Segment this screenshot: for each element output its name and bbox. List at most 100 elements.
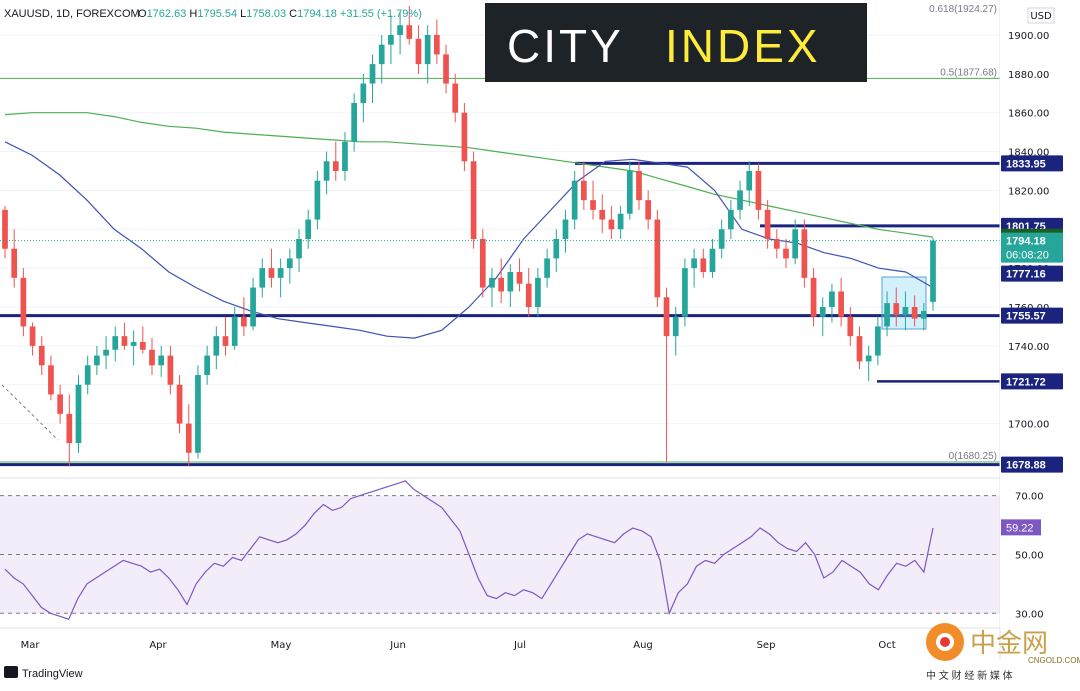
candle-body xyxy=(525,283,532,308)
cngold-url: CNGOLD.COM xyxy=(1028,656,1080,665)
moving-average-green xyxy=(4,112,934,238)
rsi-last-value: 59.22 xyxy=(1001,519,1041,536)
y-tick-label: 1740.00 xyxy=(1008,342,1049,353)
candle-body xyxy=(902,307,909,315)
candle xyxy=(11,229,18,288)
candle-body xyxy=(277,268,284,278)
month-label: Aug xyxy=(633,640,653,651)
candle-body xyxy=(645,200,652,220)
candle-body xyxy=(195,375,201,453)
candle-body xyxy=(103,349,109,356)
cngold-title: 中金网 xyxy=(970,629,1048,659)
candle-body xyxy=(489,277,495,288)
candle xyxy=(388,15,394,65)
candle xyxy=(470,151,477,249)
candle-body xyxy=(149,349,155,366)
candle-body xyxy=(691,258,697,269)
candle xyxy=(902,291,909,331)
month-label: May xyxy=(271,640,292,651)
candle xyxy=(195,365,201,459)
candle-body xyxy=(342,141,348,171)
candle-body xyxy=(241,316,247,327)
candle-body xyxy=(415,38,422,65)
candle-body xyxy=(654,219,661,298)
ohlc-l-value: 1758.03 xyxy=(246,8,289,20)
candle-body xyxy=(672,316,679,337)
candle xyxy=(415,25,422,74)
ohlc-h-label: H xyxy=(189,8,197,20)
candle-body xyxy=(773,239,780,249)
candle-body xyxy=(360,83,367,103)
candles xyxy=(2,5,936,467)
candle-body xyxy=(29,326,36,346)
candle-body xyxy=(286,258,293,269)
candle xyxy=(663,287,670,463)
candle-body xyxy=(801,229,808,278)
candle-body xyxy=(378,44,385,65)
candle xyxy=(709,239,716,278)
candle xyxy=(29,322,36,356)
candle-body xyxy=(369,64,376,84)
candle-body xyxy=(470,161,477,239)
candle xyxy=(241,297,247,337)
candle xyxy=(581,161,587,210)
candle xyxy=(783,239,789,269)
candle xyxy=(378,34,385,84)
rsi-last-text: 59.22 xyxy=(1006,522,1034,534)
candle xyxy=(700,248,707,278)
candle-body xyxy=(792,229,799,259)
candle xyxy=(314,170,321,230)
candle-body xyxy=(112,336,119,350)
price-label-1777.16: 1777.16 xyxy=(1001,265,1063,282)
candle xyxy=(406,5,413,45)
price-label-text: 1794.18 xyxy=(1006,236,1046,248)
candle xyxy=(167,345,174,395)
tradingview-logo[interactable]: TradingView xyxy=(4,666,83,680)
candle-body xyxy=(222,336,229,346)
candle xyxy=(204,345,210,385)
candle xyxy=(20,268,27,337)
price-label-text: 1777.16 xyxy=(1006,269,1046,281)
price-label-1755.57: 1755.57 xyxy=(1001,307,1063,324)
candle-body xyxy=(847,316,854,337)
candle-body xyxy=(479,239,486,288)
candle xyxy=(286,248,293,284)
rsi-axis[interactable] xyxy=(1000,478,1080,628)
fib-label: 0.5(1877.68) xyxy=(940,67,997,78)
month-label: Mar xyxy=(21,640,41,651)
cngold-tagline: 中 文 财 经 新 媒 体 xyxy=(926,669,1013,682)
candle-body xyxy=(838,291,844,317)
y-tick-label: 1900.00 xyxy=(1008,31,1049,42)
candle xyxy=(672,307,679,356)
candle-body xyxy=(626,170,633,214)
candle xyxy=(158,345,165,377)
candle-body xyxy=(84,365,91,385)
candle xyxy=(176,375,183,434)
candle xyxy=(893,287,900,327)
candle xyxy=(590,180,596,220)
candle-body xyxy=(810,277,817,317)
currency-box[interactable] xyxy=(1027,7,1055,24)
price-label-bg xyxy=(1001,232,1063,263)
y-tick-label: 1860.00 xyxy=(1008,109,1049,120)
ohlc-values: O1762.63 H1795.54 L1758.03 C1794.18 +31.… xyxy=(138,8,422,20)
candle xyxy=(323,151,330,195)
candle xyxy=(222,316,229,356)
candle xyxy=(66,394,73,467)
candle-body xyxy=(130,341,137,346)
symbol-title[interactable]: XAUUSD, 1D, FOREXCOM xyxy=(4,8,140,20)
candle-body xyxy=(544,258,550,278)
rsi-tick-label: 30.00 xyxy=(1015,609,1044,620)
candle-body xyxy=(764,209,771,239)
candle xyxy=(571,170,578,230)
candle xyxy=(305,209,312,249)
candle-body xyxy=(865,355,872,362)
candle xyxy=(535,268,541,317)
candle-body xyxy=(755,170,762,210)
candle xyxy=(48,355,54,401)
candle xyxy=(608,205,615,239)
candle-body xyxy=(121,336,128,346)
candle-body xyxy=(176,384,183,424)
candle xyxy=(636,161,642,210)
candle-body xyxy=(856,336,863,362)
